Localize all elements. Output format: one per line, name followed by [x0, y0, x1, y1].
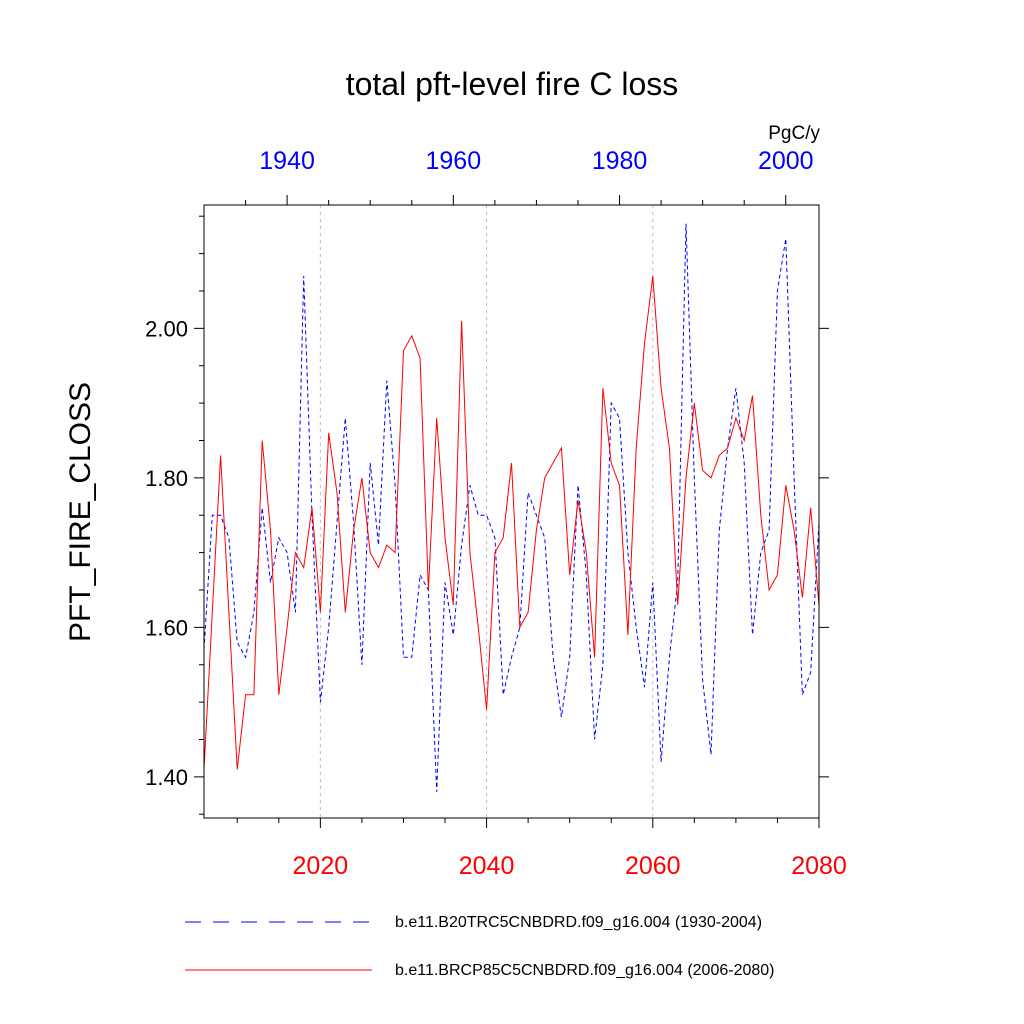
series-lines: [203, 223, 820, 792]
legend-label-historical: b.e11.B20TRC5CNBDRD.f09_g16.004 (1930-20…: [395, 914, 762, 931]
axes: 1.40 1.60 1.80 2.00 2020 2040 2060 2080 1940 1960…: [145, 147, 847, 880]
x-top-tick-label: 1960: [426, 147, 482, 175]
chart-title: total pft-level fire C loss: [346, 66, 679, 102]
series-line-rcp85: [203, 275, 820, 770]
y-axis-label: PFT_FIRE_CLOSS: [64, 382, 97, 642]
y-tick-label: 1.40: [145, 765, 188, 790]
x-bottom-tick-label: 2060: [625, 852, 681, 880]
x-bottom-tick-label: 2080: [791, 852, 847, 880]
units-label: PgC/y: [768, 123, 820, 144]
x-top-tick-label: 1980: [592, 147, 648, 175]
y-tick-label: 1.60: [145, 615, 188, 640]
y-tick-label: 1.80: [145, 466, 188, 491]
gridlines: [319, 205, 654, 818]
x-bottom-tick-label: 2020: [293, 852, 349, 880]
plot-frame: [203, 204, 820, 819]
x-top-tick-label: 1940: [259, 147, 315, 175]
legend-label-rcp85: b.e11.BRCP85C5CNBDRD.f09_g16.004 (2006-2…: [395, 962, 774, 979]
x-bottom-tick-label: 2040: [459, 852, 515, 880]
x-top-tick-label: 2000: [758, 147, 814, 175]
series-line-historical: [203, 223, 820, 792]
y-tick-label: 2.00: [145, 316, 188, 341]
